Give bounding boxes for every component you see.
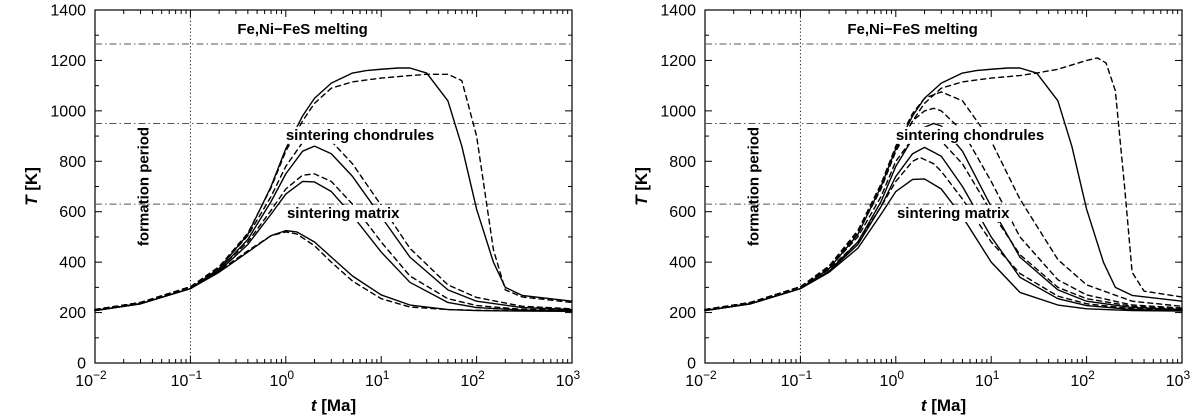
x-tick-label: 103 xyxy=(556,368,581,390)
reference-line-label: sintering matrix xyxy=(287,205,400,222)
x-tick-label: 101 xyxy=(365,368,390,390)
x-tick-exponent: −1 xyxy=(188,368,202,382)
y-tick-label: 1200 xyxy=(50,53,86,70)
x-tick-exponent: 1 xyxy=(993,368,1000,382)
y-axis-variable: T xyxy=(22,194,41,206)
series-line-solid-4 xyxy=(94,67,573,312)
x-tick-mantissa: 10 xyxy=(1070,373,1088,390)
y-tick-label: 400 xyxy=(59,255,86,272)
series-line-solid-1 xyxy=(94,229,573,313)
y-tick-label: 200 xyxy=(59,305,86,322)
x-axis-title: t [Ma] xyxy=(311,396,356,415)
x-tick-exponent: −1 xyxy=(798,368,812,382)
x-tick-label: 102 xyxy=(1070,368,1095,390)
y-axis-unit: [K] xyxy=(22,167,41,195)
reference-label-background xyxy=(283,126,437,144)
y-axis-title: T [K] xyxy=(22,167,41,206)
x-tick-exponent: 0 xyxy=(897,368,904,382)
y-tick-label: 1000 xyxy=(50,103,86,120)
x-axis-unit: [Ma] xyxy=(317,396,357,415)
x-tick-exponent: 2 xyxy=(1088,368,1095,382)
y-tick-label: 800 xyxy=(669,154,696,171)
reference-line-label: Fe,Ni−FeS melting xyxy=(847,21,977,38)
x-tick-label: 10−1 xyxy=(781,368,813,390)
x-axis-title: t [Ma] xyxy=(921,396,966,415)
x-tick-mantissa: 10 xyxy=(1166,373,1184,390)
x-tick-label: 102 xyxy=(460,368,485,390)
y-tick-label: 400 xyxy=(669,255,696,272)
y-tick-label: 0 xyxy=(77,356,86,373)
y-tick-label: 1200 xyxy=(660,53,696,70)
formation-period-label: formation period xyxy=(745,127,762,246)
x-axis-variable: t xyxy=(311,396,318,415)
x-axis-variable: t xyxy=(921,396,928,415)
series-line-solid-1 xyxy=(704,178,1183,312)
x-tick-exponent: 2 xyxy=(478,368,485,382)
x-tick-exponent: 3 xyxy=(1184,368,1191,382)
x-axis-unit: [Ma] xyxy=(927,396,967,415)
series-line-dashed-3 xyxy=(94,135,573,311)
x-tick-exponent: 3 xyxy=(574,368,581,382)
x-tick-mantissa: 10 xyxy=(270,373,288,390)
x-tick-label: 100 xyxy=(880,368,905,390)
plot-frame xyxy=(94,9,573,364)
series-line-solid-4 xyxy=(704,67,1183,312)
y-tick-label: 1000 xyxy=(660,103,696,120)
series-line-dashed-5 xyxy=(704,57,1183,311)
x-tick-label: 100 xyxy=(270,368,295,390)
x-tick-label: 101 xyxy=(975,368,1000,390)
series-line-dashed-4 xyxy=(94,73,573,311)
y-axis-unit: [K] xyxy=(632,167,651,195)
x-tick-mantissa: 10 xyxy=(556,373,574,390)
x-tick-mantissa: 10 xyxy=(171,373,189,390)
y-tick-label: 600 xyxy=(669,204,696,221)
x-tick-exponent: 1 xyxy=(383,368,390,382)
series-line-solid-2 xyxy=(94,180,573,312)
reference-line-label: sintering matrix xyxy=(897,205,1010,222)
x-tick-label: 10−1 xyxy=(171,368,203,390)
formation-period-label: formation period xyxy=(135,127,152,246)
x-tick-mantissa: 10 xyxy=(781,373,799,390)
y-tick-label: 1400 xyxy=(50,3,86,20)
y-tick-label: 0 xyxy=(687,356,696,373)
reference-line-label: sintering chondrules xyxy=(896,127,1044,144)
x-tick-exponent: 0 xyxy=(287,368,294,382)
x-tick-mantissa: 10 xyxy=(460,373,478,390)
x-tick-mantissa: 10 xyxy=(365,373,383,390)
y-axis-variable: T xyxy=(632,194,651,206)
series-line-dashed-1 xyxy=(704,156,1183,311)
x-tick-mantissa: 10 xyxy=(975,373,993,390)
y-tick-label: 200 xyxy=(669,305,696,322)
reference-line-label: sintering chondrules xyxy=(286,127,434,144)
series-line-solid-2 xyxy=(704,146,1183,312)
reference-label-background xyxy=(284,205,403,223)
reference-label-background xyxy=(893,126,1047,144)
x-tick-mantissa: 10 xyxy=(75,373,93,390)
x-tick-label: 103 xyxy=(1166,368,1191,390)
y-tick-label: 1400 xyxy=(660,3,696,20)
reference-label-background xyxy=(894,205,1013,223)
x-tick-exponent: −2 xyxy=(93,368,107,382)
y-tick-label: 800 xyxy=(59,154,86,171)
x-tick-mantissa: 10 xyxy=(880,373,898,390)
x-tick-label: 10−2 xyxy=(685,368,717,390)
series-line-solid-3 xyxy=(94,145,573,312)
x-tick-label: 10−2 xyxy=(75,368,107,390)
x-tick-mantissa: 10 xyxy=(685,373,703,390)
y-axis-title: T [K] xyxy=(632,167,651,206)
series-line-solid-3 xyxy=(704,122,1183,312)
x-tick-exponent: −2 xyxy=(703,368,717,382)
reference-line-label: Fe,Ni−FeS melting xyxy=(237,21,367,38)
y-tick-label: 600 xyxy=(59,204,86,221)
